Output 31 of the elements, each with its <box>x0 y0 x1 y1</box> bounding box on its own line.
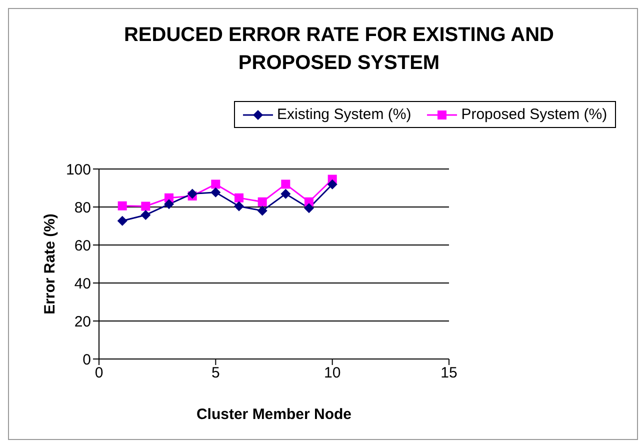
point <box>258 197 267 206</box>
point <box>304 203 314 214</box>
point <box>280 188 291 199</box>
y-tick-label: 40 <box>74 275 91 292</box>
y-tick-label: 100 <box>66 161 91 178</box>
point <box>164 199 174 210</box>
point <box>187 188 198 199</box>
x-tick-label: 0 <box>94 364 104 382</box>
point <box>211 180 220 189</box>
chart-title: REDUCED ERROR RATE FOR EXISTING AND PROPOSED SYSTEM <box>122 23 556 76</box>
point <box>257 206 268 216</box>
point <box>117 216 128 226</box>
point <box>234 201 244 212</box>
y-axis-title: Error Rate (%) <box>41 214 58 314</box>
point <box>234 193 244 202</box>
y-tick-label: 80 <box>74 199 91 216</box>
x-axis-title: Cluster Member Node <box>196 406 352 423</box>
y-tick-label: 0 <box>82 351 91 368</box>
point <box>140 210 151 220</box>
point <box>118 201 127 210</box>
point <box>210 187 221 198</box>
point <box>141 202 150 211</box>
y-tick-label: 20 <box>74 313 91 330</box>
x-tick-label: 5 <box>211 364 220 382</box>
x-tick-label: 15 <box>440 364 458 382</box>
legend-label: Existing System (%) <box>276 106 412 123</box>
x-tick-label: 10 <box>324 364 341 382</box>
point <box>281 180 290 189</box>
point <box>327 179 338 190</box>
legend-label: Proposed System (%) <box>460 106 608 123</box>
y-tick-label: 60 <box>74 237 91 254</box>
